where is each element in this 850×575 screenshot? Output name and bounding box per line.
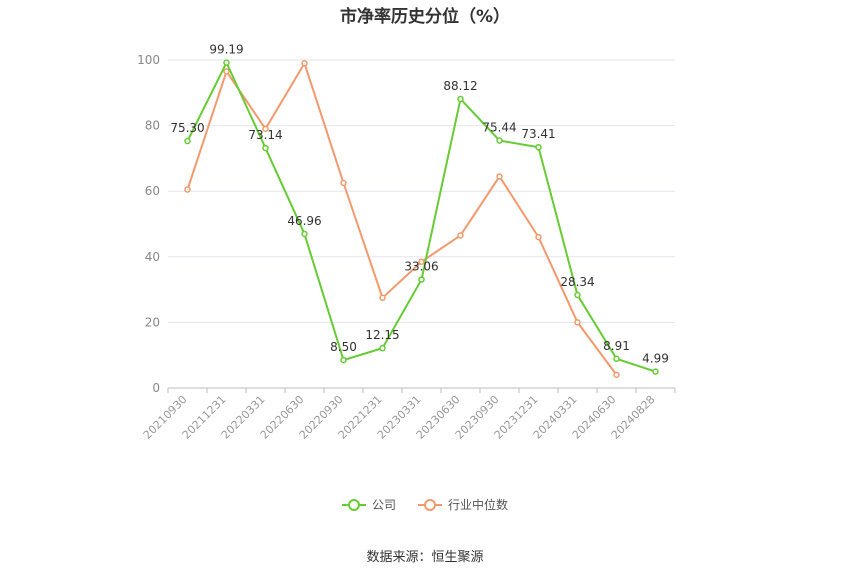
data-label: 73.14 [248, 128, 282, 142]
data-point-company [457, 95, 464, 103]
data-point-industry-median [535, 233, 542, 241]
y-axis: 0 20 40 60 80 100 [137, 53, 160, 395]
data-label: 88.12 [443, 79, 477, 93]
data-label: 99.19 [209, 43, 243, 57]
data-point-company [613, 355, 620, 363]
data-point-company [379, 344, 386, 352]
legend: 公司 行业中位数 [0, 496, 850, 513]
y-tick-label: 40 [145, 250, 160, 264]
y-tick-label: 100 [137, 53, 160, 67]
data-label: 12.15 [365, 328, 399, 342]
data-point-company [535, 143, 542, 151]
data-point-company [574, 291, 581, 299]
data-point-company [223, 59, 230, 66]
y-tick-label: 60 [145, 184, 160, 198]
legend-label-industry-median: 行业中位数 [448, 498, 509, 512]
data-point-industry-median [379, 294, 386, 302]
data-labels: 75.30 99.19 73.14 46.96 8.50 12.15 33.06 88.12 7… [170, 43, 669, 366]
source-note: 数据来源：恒生聚源 [366, 550, 484, 565]
data-point-industry-median [457, 232, 464, 239]
legend-item-industry-median[interactable]: 行业中位数 [418, 496, 508, 513]
data-point-company [340, 356, 347, 364]
data-point-company [301, 230, 308, 238]
series-lines [184, 59, 659, 379]
data-point-industry-median [262, 125, 269, 133]
data-label: 28.34 [560, 275, 594, 289]
data-point-industry-median [613, 371, 620, 379]
legend-marker-industry-median [418, 498, 442, 512]
data-point-industry-median [496, 173, 503, 180]
data-point-company [418, 276, 425, 283]
data-point-company [652, 368, 659, 375]
x-axis [167, 387, 676, 393]
legend-item-company[interactable]: 公司 [341, 496, 396, 513]
data-point-company [496, 137, 503, 144]
data-label: 4.99 [642, 352, 669, 366]
data-label: 75.44 [482, 121, 516, 135]
data-point-industry-median [340, 179, 347, 187]
y-tick-label: 20 [145, 315, 160, 329]
data-label: 73.41 [521, 127, 555, 141]
data-label: 33.06 [404, 260, 438, 274]
data-point-industry-median [184, 186, 191, 193]
data-point-industry-median [574, 319, 581, 326]
series-line-industry-median [186, 62, 618, 376]
data-point-industry-median [418, 258, 425, 265]
chart-title: 市净率历史分位（%） [339, 7, 511, 27]
data-point-company [184, 137, 191, 145]
y-tick-label: 80 [145, 119, 160, 133]
data-label: 46.96 [287, 214, 321, 228]
y-tick-label: 0 [152, 381, 160, 395]
legend-label-company: 公司 [371, 498, 396, 512]
legend-marker-company [341, 498, 366, 512]
data-label: 8.91 [603, 339, 630, 353]
x-axis-tick-labels: 2021093020211231202203312022063020220930… [141, 393, 658, 442]
data-label: 8.50 [330, 340, 357, 354]
series-line-company [186, 61, 656, 373]
grid-lines [168, 59, 675, 323]
data-point-industry-median [223, 68, 230, 75]
data-label: 75.30 [170, 121, 204, 135]
data-point-industry-median [301, 60, 308, 67]
data-point-company [262, 144, 269, 152]
